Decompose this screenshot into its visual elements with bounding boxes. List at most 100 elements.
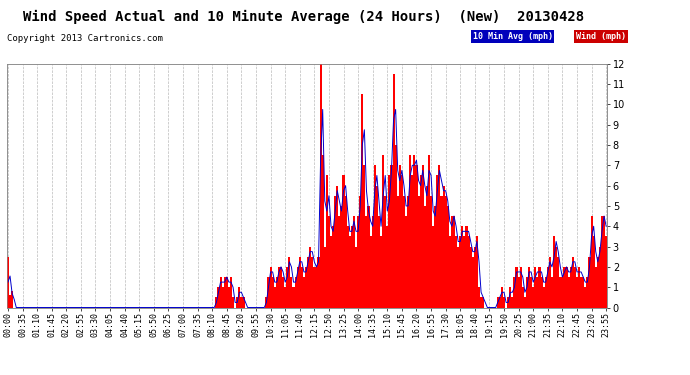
Bar xyxy=(303,277,305,308)
Bar xyxy=(384,196,386,308)
Bar xyxy=(549,257,551,307)
Bar xyxy=(364,165,366,308)
Bar xyxy=(230,277,232,308)
Bar xyxy=(453,216,455,308)
Bar xyxy=(513,277,515,308)
Bar xyxy=(224,277,226,308)
Bar xyxy=(353,216,355,308)
Bar xyxy=(538,267,540,308)
Bar xyxy=(293,287,295,308)
Bar xyxy=(328,216,330,308)
Bar xyxy=(558,257,560,307)
Bar xyxy=(593,236,595,308)
Bar xyxy=(464,236,466,308)
Text: Copyright 2013 Cartronics.com: Copyright 2013 Cartronics.com xyxy=(7,34,163,43)
Bar xyxy=(286,267,288,308)
Bar xyxy=(546,267,549,308)
Bar xyxy=(595,267,597,308)
Bar xyxy=(434,206,436,308)
Bar xyxy=(448,236,451,308)
Bar xyxy=(272,277,274,308)
Bar xyxy=(597,257,599,307)
Bar xyxy=(582,277,584,308)
Bar xyxy=(297,267,299,308)
Bar xyxy=(430,196,432,308)
Bar xyxy=(332,226,334,308)
Bar xyxy=(470,247,472,308)
Bar xyxy=(501,287,503,308)
Bar xyxy=(603,216,605,308)
Bar xyxy=(478,287,480,308)
Bar xyxy=(338,216,340,308)
Bar xyxy=(240,297,242,307)
Bar xyxy=(378,216,380,308)
Bar xyxy=(457,247,460,308)
Bar xyxy=(405,216,407,308)
Bar xyxy=(466,226,468,308)
Bar xyxy=(359,196,362,308)
Bar xyxy=(411,176,413,308)
Bar xyxy=(599,247,601,308)
Bar xyxy=(355,247,357,308)
Bar xyxy=(307,257,309,307)
Bar xyxy=(553,236,555,308)
Bar xyxy=(397,196,399,308)
Bar xyxy=(348,236,351,308)
Text: Wind (mph): Wind (mph) xyxy=(576,32,626,41)
Bar xyxy=(560,277,562,308)
Bar xyxy=(442,186,444,308)
Bar xyxy=(309,247,311,308)
Bar xyxy=(395,145,397,308)
Bar xyxy=(301,267,303,308)
Bar xyxy=(391,165,393,308)
Bar xyxy=(515,267,518,308)
Bar xyxy=(562,277,564,308)
Bar xyxy=(536,277,538,308)
Bar xyxy=(503,297,505,307)
Bar xyxy=(564,267,566,308)
Bar xyxy=(555,247,558,308)
Bar xyxy=(432,226,434,308)
Bar xyxy=(305,267,307,308)
Bar xyxy=(362,94,364,308)
Bar xyxy=(424,206,426,308)
Bar xyxy=(313,267,315,308)
Bar xyxy=(455,236,457,308)
Bar xyxy=(284,287,286,308)
Bar xyxy=(324,247,326,308)
Bar xyxy=(393,74,395,308)
Bar xyxy=(344,196,346,308)
Bar xyxy=(476,236,478,308)
Bar xyxy=(342,176,344,308)
Bar xyxy=(407,196,409,308)
Bar xyxy=(462,226,464,308)
Bar xyxy=(422,165,424,308)
Bar xyxy=(446,206,448,308)
Bar xyxy=(601,216,603,308)
Bar xyxy=(572,257,574,307)
Bar xyxy=(319,64,322,308)
Bar xyxy=(374,165,376,308)
Bar xyxy=(426,186,428,308)
Bar xyxy=(270,267,272,308)
Bar xyxy=(420,176,422,308)
Bar xyxy=(409,155,411,308)
Bar xyxy=(278,267,280,308)
Bar xyxy=(299,257,301,307)
Bar xyxy=(522,287,524,308)
Bar xyxy=(274,287,276,308)
Bar xyxy=(574,267,576,308)
Bar xyxy=(346,226,348,308)
Bar xyxy=(372,216,374,308)
Bar xyxy=(472,257,474,307)
Bar xyxy=(368,206,370,308)
Bar xyxy=(576,277,578,308)
Bar xyxy=(468,236,470,308)
Bar xyxy=(526,277,528,308)
Bar xyxy=(413,155,415,308)
Bar xyxy=(507,297,509,307)
Bar xyxy=(330,236,332,308)
Bar xyxy=(317,257,319,307)
Bar xyxy=(357,216,359,308)
Bar xyxy=(215,297,217,307)
